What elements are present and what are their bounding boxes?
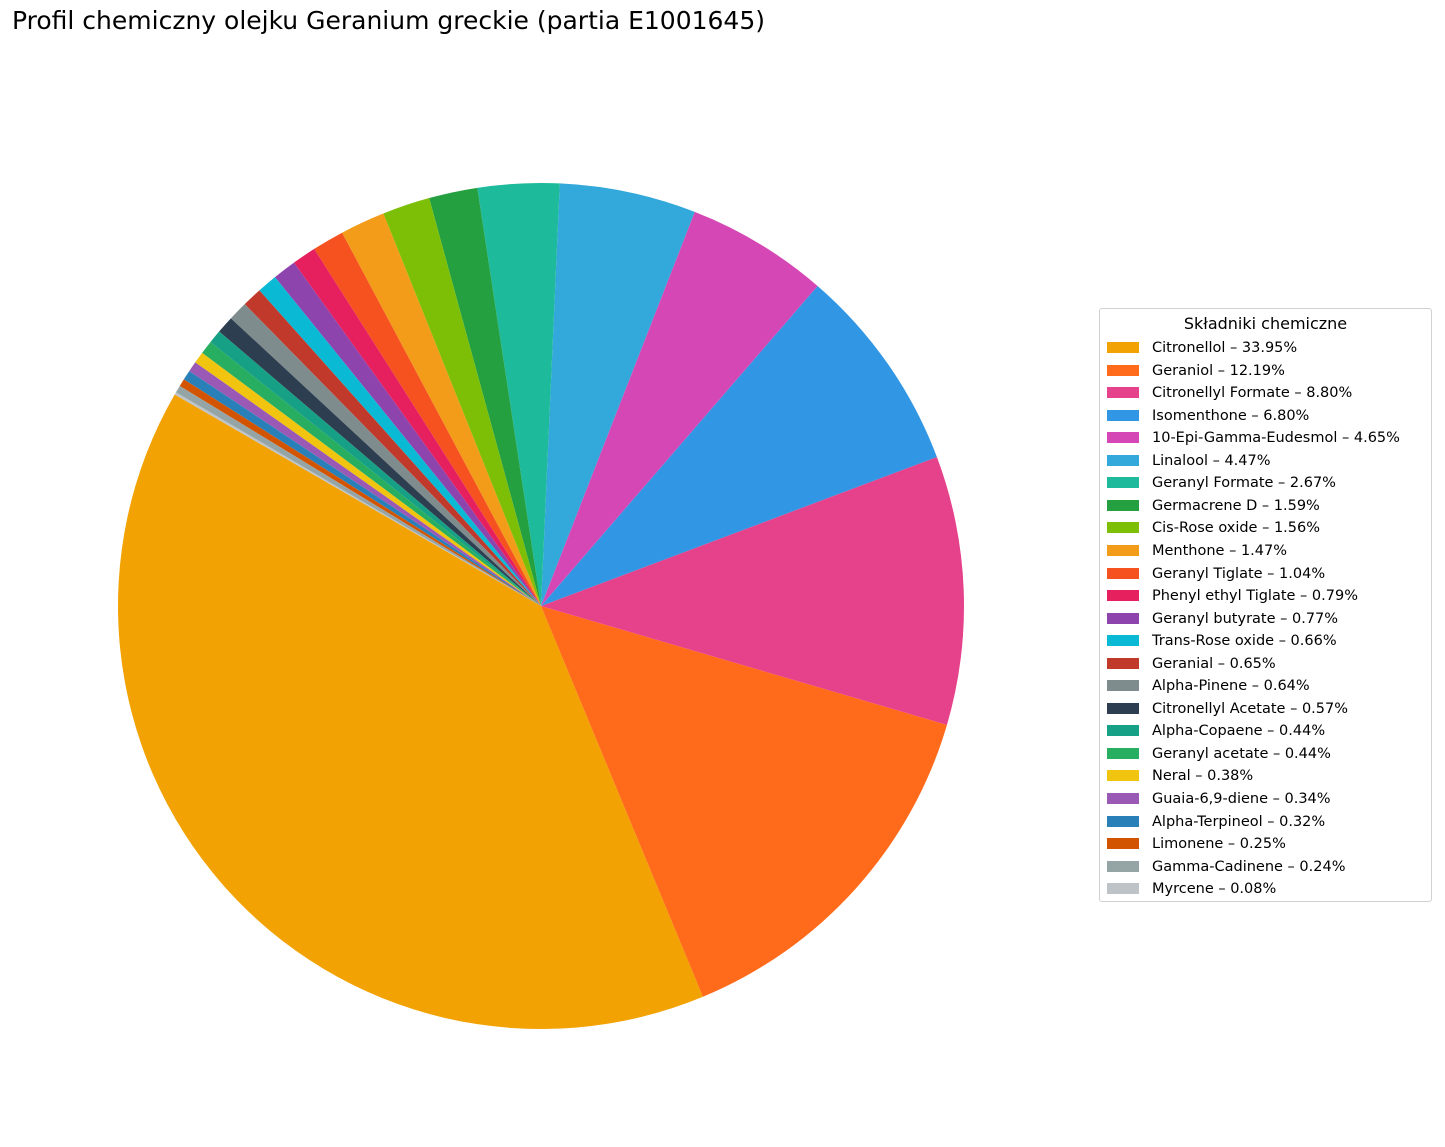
pie-slice-limonene	[179, 379, 542, 606]
legend-label: Citronellyl Formate – 8.80%	[1152, 385, 1353, 402]
pie-slice-guaia-6-9-diene	[189, 362, 542, 606]
legend-swatch	[1107, 409, 1139, 421]
legend-swatch	[1107, 815, 1139, 827]
legend-label: Trans-Rose oxide – 0.66%	[1152, 633, 1337, 650]
legend-swatch	[1107, 432, 1139, 444]
pie-slice-linalool	[541, 183, 695, 607]
pie-slice-isomenthone	[541, 285, 937, 606]
legend-swatch	[1107, 567, 1139, 579]
legend-swatch	[1107, 545, 1139, 556]
legend-label: Geranyl acetate – 0.44%	[1152, 745, 1331, 762]
legend-label: Isomenthone – 6.80%	[1152, 407, 1310, 424]
legend-swatch	[1107, 702, 1139, 714]
legend-label: Geranyl Formate – 2.67%	[1152, 475, 1336, 492]
legend-label: Cis-Rose oxide – 1.56%	[1152, 520, 1321, 537]
pie-slice-alpha-terpineol	[183, 371, 541, 606]
pie-slice-germacrene-d	[429, 187, 541, 606]
pie-slice-10-epi-gamma-eudesmol	[541, 211, 818, 607]
legend-label: Alpha-Copaene – 0.44%	[1152, 723, 1326, 740]
legend-swatch	[1107, 477, 1139, 489]
legend-swatch	[1107, 499, 1139, 511]
legend-swatch	[1107, 522, 1139, 534]
pie-slice-neral	[195, 352, 541, 606]
legend-swatch	[1107, 793, 1139, 804]
legend-swatch	[1107, 657, 1139, 669]
legend-label: Myrcene – 0.08%	[1152, 881, 1277, 898]
legend-swatch	[1107, 590, 1139, 602]
legend-swatch	[1107, 635, 1139, 647]
legend-swatch	[1107, 454, 1139, 466]
pie-slice-geranyl-acetate	[202, 342, 542, 606]
pie-slice-geranial	[244, 290, 541, 606]
pie-slice-trans-rose-oxide	[259, 277, 541, 606]
legend-label: Alpha-Terpineol – 0.32%	[1152, 813, 1326, 830]
pie-slice-geraniol	[541, 606, 947, 997]
legend-swatch	[1107, 342, 1139, 353]
legend-label: Geranial – 0.65%	[1152, 655, 1276, 672]
pie-slices	[117, 183, 965, 1029]
legend-swatch	[1107, 680, 1139, 692]
pie-slice-menthone	[342, 213, 541, 607]
legend-swatch	[1107, 770, 1139, 782]
pie-slice-myrcene	[174, 392, 542, 606]
legend-label: Geranyl butyrate – 0.77%	[1152, 610, 1339, 627]
pie-slice-alpha-copaene	[210, 331, 541, 606]
legend-label: Citronellol – 33.95%	[1152, 340, 1298, 356]
legend-label: Guaia-6,9-diene – 0.34%	[1152, 791, 1331, 807]
pie-slice-citronellyl-formate	[541, 457, 965, 725]
pie-slice-alpha-pinene	[230, 304, 542, 606]
legend-label: Alpha-Pinene – 0.64%	[1152, 678, 1310, 695]
legend-label: Citronellyl Acetate – 0.57%	[1152, 700, 1349, 717]
legend-swatch	[1107, 860, 1139, 872]
legend-swatch	[1107, 725, 1139, 737]
legend-label: Germacrene D – 1.59%	[1152, 497, 1320, 514]
legend-label: Geraniol – 12.19%	[1152, 362, 1285, 379]
pie-slice-phenyl-ethyl-tiglate	[293, 248, 541, 606]
legend-label: Neral – 0.38%	[1152, 768, 1254, 785]
pie-slice-geranyl-butyrate	[274, 262, 541, 606]
pie-slice-cis-rose-oxide	[383, 198, 541, 606]
legend-label: Geranyl Tiglate – 1.04%	[1152, 565, 1326, 582]
pie-slice-geranyl-formate	[477, 183, 560, 606]
legend-label: 10-Epi-Gamma-Eudesmol – 4.65%	[1152, 430, 1400, 447]
legend-swatch	[1107, 387, 1139, 399]
legend-swatch	[1107, 747, 1139, 759]
legend-label: Menthone – 1.47%	[1152, 543, 1288, 559]
legend-swatch	[1107, 838, 1139, 850]
pie-slice-citronellol	[117, 394, 703, 1029]
legend-swatch	[1107, 612, 1139, 624]
legend-title: Składniki chemiczne	[1183, 314, 1348, 333]
pie-slice-geranyl-tiglate	[314, 232, 541, 606]
pie-slice-citronellyl-acetate	[219, 318, 541, 606]
pie-slice-gamma-cadinene	[175, 385, 542, 606]
legend-swatch	[1107, 364, 1139, 376]
legend-label: Limonene – 0.25%	[1152, 836, 1286, 853]
chart-title: Profil chemiczny olejku Geranium greckie…	[12, 6, 765, 35]
legend-label: Phenyl ethyl Tiglate – 0.79%	[1152, 588, 1358, 605]
legend: Składniki chemiczne Citronellol – 33.95%…	[1099, 308, 1432, 902]
legend-label: Gamma-Cadinene – 0.24%	[1152, 858, 1346, 875]
legend-label: Linalool – 4.47%	[1152, 452, 1271, 469]
legend-swatch	[1107, 883, 1139, 895]
